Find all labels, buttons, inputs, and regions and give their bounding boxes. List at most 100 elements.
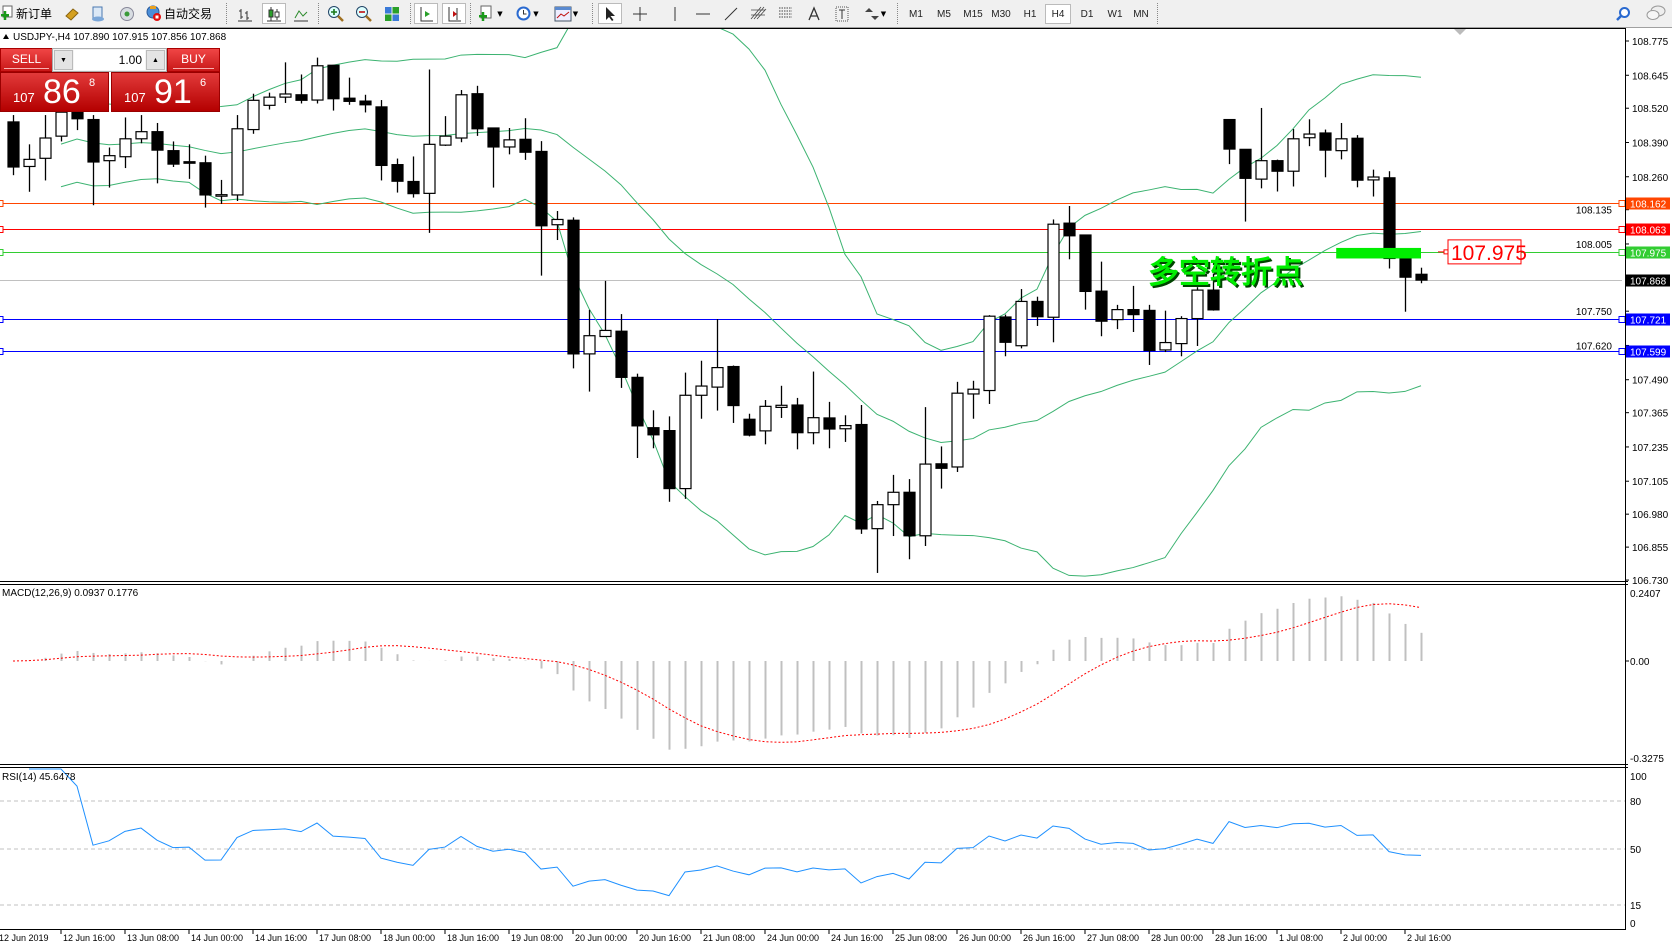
time-tick-label: 26 Jun 00:00 [959,933,1011,943]
time-tick-label: 12 Jun 2019 [0,933,49,943]
channel-button[interactable] [775,3,797,24]
history-button[interactable] [88,3,108,24]
cursor-button[interactable] [598,3,622,24]
new-order-button[interactable]: 新订单 [1,3,52,24]
candle [135,115,148,144]
periods-button[interactable]: ▼ [512,3,542,24]
vertical-line-button[interactable] [664,3,686,24]
bearish-candle-body [1383,177,1396,260]
search-button[interactable] [1612,3,1634,24]
arrows-button[interactable]: ▼ [860,3,890,24]
candle [615,314,628,388]
candle [855,405,868,534]
candle [231,115,244,202]
price-tick-label: 108.005 [1576,240,1613,251]
candle [951,381,964,472]
price-tick-label: 108.775 [1632,37,1669,48]
buy-button[interactable]: BUY [167,48,220,72]
timeframe-m5[interactable]: M5 [937,8,951,20]
bearish-candle-body [1223,118,1236,150]
candle [823,401,836,449]
candle [935,446,948,489]
text-button[interactable] [804,3,824,24]
bearish-candle-body [87,118,100,163]
reversal-zone-rectangle [1336,247,1421,259]
candlestick-button[interactable] [262,3,286,24]
timeframe-d1[interactable]: D1 [1080,8,1094,20]
zoom-out-button[interactable] [352,3,374,24]
market-watch-button[interactable] [62,3,82,24]
bearish-candle-body [1127,309,1140,316]
timeframe-m1[interactable]: M1 [909,8,923,20]
line-chart-button[interactable] [290,3,312,24]
candle [327,64,340,111]
price-label-text: 107.975 [1451,242,1527,265]
sell-button[interactable]: SELL [0,48,53,72]
auto-trading-button[interactable]: 自动交易 [145,3,212,24]
bullish-candle-body [919,463,932,537]
macd-signal-line [12,603,1422,743]
candle [407,156,420,198]
bullish-candle-body [215,194,228,197]
chart-shift-button[interactable] [442,3,466,24]
timeframe-h4[interactable]: H4 [1045,4,1071,24]
candle [119,117,132,169]
candle [151,122,164,184]
tile-windows-button[interactable] [381,3,403,24]
candle [1191,287,1204,346]
auto-scroll-button[interactable] [414,3,438,24]
timeframe-h1[interactable]: H1 [1023,8,1037,20]
toolbar-separator [897,3,899,24]
templates-button[interactable]: ▼ [550,3,582,24]
timeframe-m15[interactable]: M15 [963,8,983,20]
bearish-candle-body [1399,257,1412,278]
new-order-icon [1,5,13,20]
candle [887,474,900,537]
timeframe-m30[interactable]: M30 [991,8,1011,20]
lot-decrease-button[interactable]: ▼ [54,50,73,70]
zoom-out-icon [355,6,372,22]
time-tick-label: 24 Jun 16:00 [831,933,883,943]
bullish-candle-body [1335,138,1348,152]
level-line-handle-right [1618,226,1626,233]
bar-chart-button[interactable] [234,3,256,24]
candle [1159,310,1172,353]
candle [775,385,788,418]
bullish-candle-body [551,218,564,226]
sell-price-button[interactable]: 107 86 8 [0,72,109,112]
candle [535,141,548,276]
sell-label: SELL [3,52,50,69]
timeframe-mn[interactable]: MN [1133,8,1149,20]
bearish-candle-body [1143,309,1156,352]
candle [903,479,916,560]
buy-price-button[interactable]: 107 91 6 [111,72,220,112]
text-label-button[interactable] [832,3,852,24]
timeframe-w1[interactable]: W1 [1107,8,1123,20]
trendline-button[interactable] [720,3,742,24]
lot-size-stepper[interactable]: ▼ 1.00 ▲ [52,48,167,72]
horizontal-line-button[interactable] [692,3,714,24]
bar-chart-icon [238,8,252,21]
lot-size-input[interactable]: 1.00 [74,50,145,70]
crosshair-button[interactable] [629,3,651,24]
bearish-candle-body [903,491,916,537]
chat-button[interactable] [1643,3,1669,24]
zoom-in-icon [327,6,344,22]
bearish-candle-body [1063,222,1076,237]
lot-increase-button[interactable]: ▲ [146,50,165,70]
time-tick-label: 28 Jun 16:00 [1215,933,1267,943]
candle [1239,148,1252,222]
level-price-label: 107.721 [1630,316,1667,327]
zoom-in-button[interactable] [324,3,346,24]
fibonacci-button[interactable] [747,3,769,24]
bearish-candle-body [1095,290,1108,322]
price-tick-label: 108.390 [1632,138,1669,149]
indicators-button[interactable]: ▼ [476,3,506,24]
chart-background [0,28,1625,929]
templates-icon [554,6,572,21]
signals-button[interactable] [117,3,137,24]
bullish-candle-body [311,65,324,101]
chart-shift-marker[interactable] [1454,29,1466,35]
bearish-candle-body [999,316,1012,343]
